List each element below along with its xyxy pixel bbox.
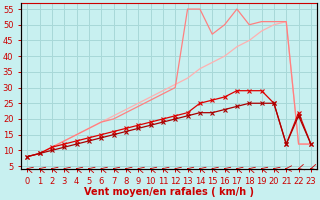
X-axis label: Vent moyen/en rafales ( km/h ): Vent moyen/en rafales ( km/h ) (84, 187, 254, 197)
